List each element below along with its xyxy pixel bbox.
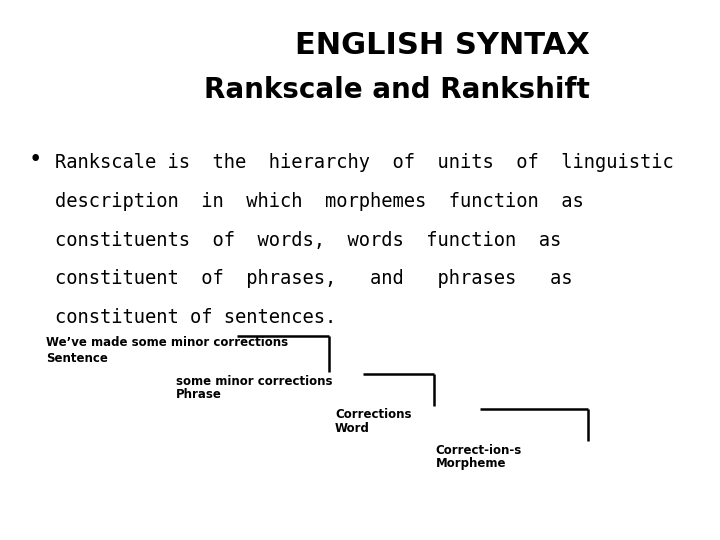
- Text: Phrase: Phrase: [176, 388, 222, 401]
- Text: constituent of sentences.: constituent of sentences.: [55, 308, 337, 327]
- Text: Word: Word: [335, 422, 370, 435]
- Text: Morpheme: Morpheme: [436, 457, 506, 470]
- Text: Rankscale and Rankshift: Rankscale and Rankshift: [204, 76, 590, 104]
- Text: Sentence: Sentence: [46, 353, 108, 366]
- Text: some minor corrections: some minor corrections: [176, 375, 333, 388]
- Text: •: •: [28, 148, 42, 171]
- Text: Corrections: Corrections: [335, 408, 411, 421]
- Text: constituent  of  phrases,   and   phrases   as: constituent of phrases, and phrases as: [55, 269, 573, 288]
- Text: description  in  which  morphemes  function  as: description in which morphemes function …: [55, 192, 584, 211]
- Text: ENGLISH SYNTAX: ENGLISH SYNTAX: [294, 31, 590, 60]
- Text: constituents  of  words,  words  function  as: constituents of words, words function as: [55, 231, 562, 249]
- Text: We’ve made some minor corrections: We’ve made some minor corrections: [46, 336, 289, 349]
- Text: Correct-ion-s: Correct-ion-s: [436, 444, 522, 457]
- Text: Rankscale is  the  hierarchy  of  units  of  linguistic: Rankscale is the hierarchy of units of l…: [55, 153, 674, 172]
